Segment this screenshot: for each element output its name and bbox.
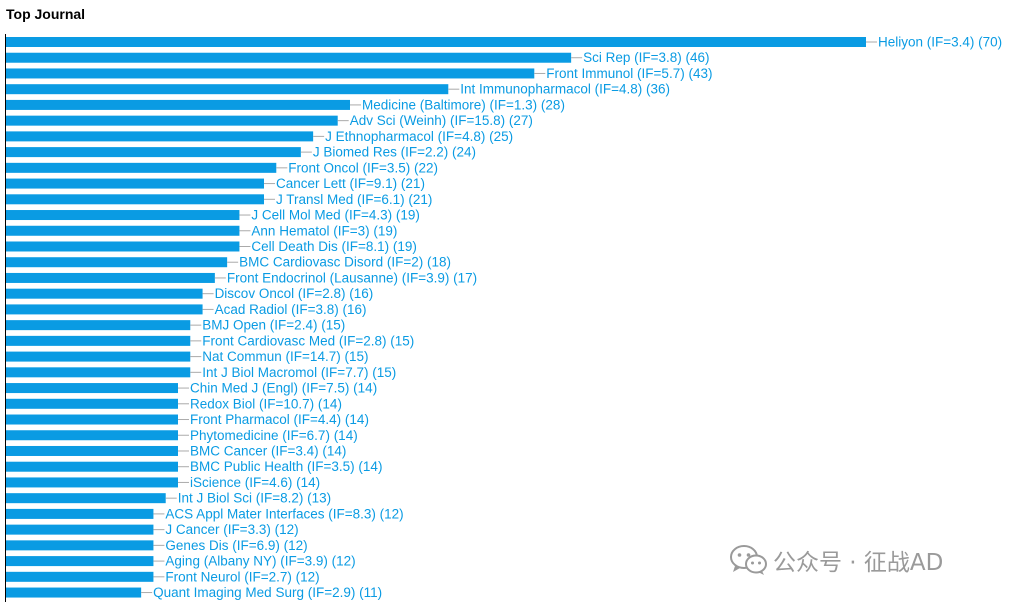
bar bbox=[6, 477, 178, 488]
bar bbox=[6, 556, 154, 567]
bar bbox=[6, 178, 264, 189]
bar-label: Discov Oncol (IF=2.8) (16) bbox=[215, 286, 374, 301]
bar-label: Sci Rep (IF=3.8) (46) bbox=[583, 50, 709, 65]
bars-group: Heliyon (IF=3.4) (70) Sci Rep (IF=3.8) (4… bbox=[6, 35, 1002, 600]
bar-label: J Transl Med (IF=6.1) (21) bbox=[276, 192, 432, 207]
bar-label: Quant Imaging Med Surg (IF=2.9) (11) bbox=[153, 585, 382, 600]
bar-label: Redox Biol (IF=10.7) (14) bbox=[190, 396, 342, 411]
watermark-text: 公众号 · 征战AD bbox=[773, 550, 944, 576]
bar-label: Front Neurol (IF=2.7) (12) bbox=[165, 569, 319, 584]
bar bbox=[6, 115, 338, 126]
bar bbox=[6, 587, 142, 598]
bar bbox=[6, 272, 215, 283]
bar bbox=[6, 304, 203, 315]
bar bbox=[6, 131, 314, 142]
bar-label: Acad Radiol (IF=3.8) (16) bbox=[215, 302, 367, 317]
bar-label: J Cancer (IF=3.3) (12) bbox=[165, 522, 298, 537]
bar bbox=[6, 288, 203, 299]
bar-label: iScience (IF=4.6) (14) bbox=[190, 475, 320, 490]
bar-label: Cancer Lett (IF=9.1) (21) bbox=[276, 176, 425, 191]
bar bbox=[6, 37, 866, 47]
bar bbox=[6, 414, 178, 425]
bar bbox=[6, 225, 240, 236]
bar-label: Cell Death Dis (IF=8.1) (19) bbox=[251, 239, 416, 254]
bar-label: Heliyon (IF=3.4) (70) bbox=[878, 35, 1002, 50]
bar bbox=[6, 445, 178, 456]
bar bbox=[6, 99, 350, 110]
bar-label: BMC Cancer (IF=3.4) (14) bbox=[190, 443, 346, 458]
bar bbox=[6, 493, 166, 504]
bar-label: Ann Hematol (IF=3) (19) bbox=[251, 223, 397, 238]
bar-label: Front Immunol (IF=5.7) (43) bbox=[546, 66, 712, 81]
bar bbox=[6, 84, 449, 95]
bar bbox=[6, 162, 277, 173]
bar-label: Int Immunopharmacol (IF=4.8) (36) bbox=[460, 82, 670, 97]
bar-label: Front Oncol (IF=3.5) (22) bbox=[288, 160, 438, 175]
bar-label: Front Pharmacol (IF=4.4) (14) bbox=[190, 412, 369, 427]
bar bbox=[6, 52, 572, 63]
wechat-icon bbox=[730, 545, 767, 575]
bar-label: J Biomed Res (IF=2.2) (24) bbox=[313, 145, 476, 160]
bar bbox=[6, 571, 154, 582]
bar bbox=[6, 383, 178, 394]
bar bbox=[6, 320, 191, 331]
bar bbox=[6, 194, 264, 205]
bar-label: Chin Med J (Engl) (IF=7.5) (14) bbox=[190, 381, 377, 396]
bar bbox=[6, 351, 191, 362]
bar-label: Medicine (Baltimore) (IF=1.3) (28) bbox=[362, 97, 565, 112]
bar-label: Phytomedicine (IF=6.7) (14) bbox=[190, 428, 358, 443]
bar-label: BMJ Open (IF=2.4) (15) bbox=[202, 318, 345, 333]
bar bbox=[6, 241, 240, 252]
chart-title: Top Journal bbox=[6, 6, 86, 22]
bar-label: J Cell Mol Med (IF=4.3) (19) bbox=[251, 208, 419, 223]
bar-label: Nat Commun (IF=14.7) (15) bbox=[202, 349, 368, 364]
bar bbox=[6, 210, 240, 221]
bar-label: ACS Appl Mater Interfaces (IF=8.3) (12) bbox=[165, 506, 403, 521]
bar bbox=[6, 508, 154, 519]
bar-label: Front Endocrinol (Lausanne) (IF=3.9) (17… bbox=[227, 270, 477, 285]
bar bbox=[6, 147, 301, 158]
bar-label: BMC Public Health (IF=3.5) (14) bbox=[190, 459, 382, 474]
bar-label: J Ethnopharmacol (IF=4.8) (25) bbox=[325, 129, 513, 144]
bar bbox=[6, 335, 191, 346]
watermark: 公众号 · 征战AD bbox=[729, 543, 943, 577]
bar bbox=[6, 68, 535, 79]
bar-label: Int J Biol Macromol (IF=7.7) (15) bbox=[202, 365, 396, 380]
bar bbox=[6, 540, 154, 551]
bar bbox=[6, 398, 178, 409]
bar bbox=[6, 257, 228, 268]
bar-label: BMC Cardiovasc Disord (IF=2) (18) bbox=[239, 255, 451, 270]
bar-label: Genes Dis (IF=6.9) (12) bbox=[165, 538, 307, 553]
bar-label: Front Cardiovasc Med (IF=2.8) (15) bbox=[202, 333, 414, 348]
bar bbox=[6, 430, 178, 441]
bar bbox=[6, 524, 154, 535]
bar-label: Adv Sci (Weinh) (IF=15.8) (27) bbox=[350, 113, 533, 128]
bar-label: Aging (Albany NY) (IF=3.9) (12) bbox=[165, 554, 355, 569]
bar-label: Int J Biol Sci (IF=8.2) (13) bbox=[178, 491, 331, 506]
bar bbox=[6, 367, 191, 378]
bar bbox=[6, 461, 178, 472]
